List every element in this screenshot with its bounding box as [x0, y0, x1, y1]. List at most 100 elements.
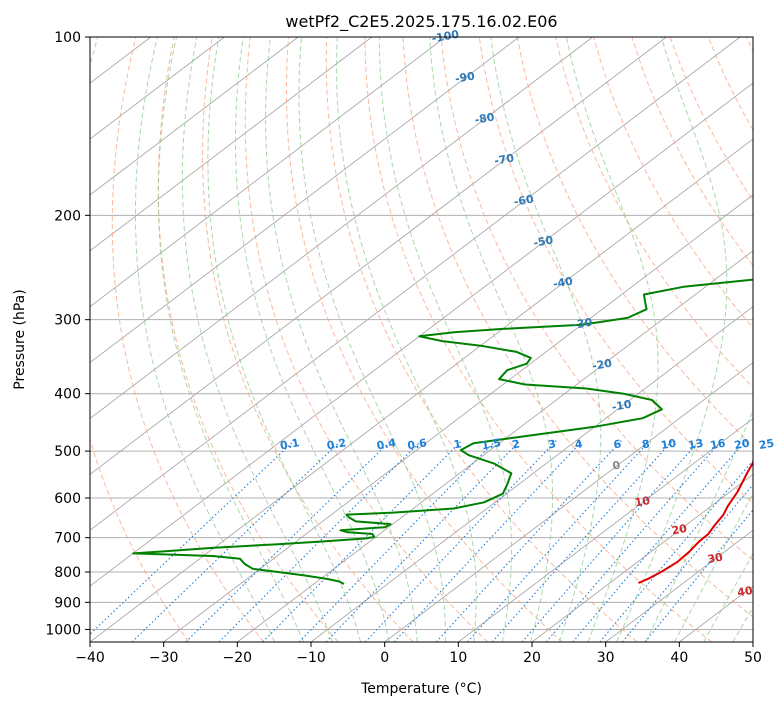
x-tick-label: −20: [223, 650, 253, 666]
x-tick-label: 20: [523, 650, 541, 666]
moist-adiabat-line: [429, 37, 553, 642]
moist-adiabat-line: [265, 37, 418, 642]
dry-adiabat-line: [201, 37, 414, 642]
isotherm-label: -100: [431, 28, 461, 46]
isotherm-line: [90, 37, 446, 308]
isotherm-label: -60: [513, 192, 535, 208]
mixing-ratio-line: [131, 440, 342, 642]
y-tick-label: 800: [54, 565, 81, 581]
mixing-ratio-label: 20: [733, 437, 751, 453]
isotherm-line: [90, 82, 753, 587]
chart-title: wetPf2_C2E5.2025.175.16.02.E06: [285, 12, 557, 32]
isotherm-label: -90: [454, 69, 476, 85]
reference-line-labels: 0.10.20.40.611.52346810131620253036-100-…: [279, 28, 775, 600]
moist-adiabat-line: [732, 606, 753, 642]
mixing-ratio-label: 0.6: [406, 436, 428, 452]
isotherm-line: [90, 37, 225, 140]
mixing-ratio-line: [521, 440, 701, 642]
mixing-ratio-line: [364, 440, 557, 642]
dry-adiabat-line: [244, 37, 488, 642]
mixing-ratio-line: [467, 440, 651, 642]
mixing-ratio-label: 3: [547, 437, 557, 451]
dry-adiabat-line: [440, 37, 753, 561]
isotherm-line: [605, 529, 753, 642]
x-axis: −40 −30 −20 −10 0 10 20 30 40 50: [75, 642, 762, 666]
isotherm-label: -80: [474, 110, 496, 126]
mixing-ratio-line: [393, 440, 584, 642]
moist-adiabat-line: [134, 37, 276, 642]
isotherm-label: -70: [493, 151, 515, 167]
moist-adiabat-line: [157, 37, 304, 642]
mixing-ratio-label: 13: [687, 437, 704, 452]
isotherm-line: [90, 37, 594, 419]
plot-frame: [89, 36, 754, 643]
mixing-ratio-line: [185, 440, 392, 642]
isotherm-label: 0: [612, 458, 622, 472]
sounding-series-line: [638, 460, 753, 584]
mixing-ratio-line: [545, 440, 723, 642]
dry-adiabat-line: [364, 37, 713, 642]
isotherm-line: [90, 37, 741, 531]
dry-adiabat-line: [516, 37, 753, 447]
mixing-ratio-label: 0.4: [376, 436, 398, 452]
y-tick-label: 900: [54, 595, 81, 611]
moist-adiabat-line: [490, 37, 602, 642]
mixing-ratio-line: [621, 483, 753, 642]
mixing-ratio-label: 0.2: [326, 436, 347, 452]
x-tick-label: 40: [670, 650, 688, 666]
y-tick-label: 700: [54, 531, 81, 547]
sounding-traces: [132, 278, 753, 585]
reference-grid: [90, 37, 753, 642]
moist-adiabat-line: [565, 37, 659, 642]
dry-adiabat-line: [631, 37, 753, 267]
dry-adiabat-line: [157, 37, 339, 642]
moist-adiabat-line: [645, 409, 753, 642]
isotherm-line: [237, 250, 753, 642]
isotherm-line: [90, 37, 373, 252]
isotherm-line: [384, 362, 753, 642]
x-tick-label: −40: [75, 650, 105, 666]
moist-adiabat-line: [207, 37, 362, 642]
x-axis-label: Temperature (°C): [360, 681, 482, 697]
isotherm-label: -40: [552, 274, 574, 290]
dry-adiabat-line: [478, 37, 753, 505]
isotherm-label: -10: [611, 398, 633, 414]
moist-adiabat-line: [298, 37, 447, 642]
mixing-ratio-line: [599, 459, 753, 642]
isotherm-line: [90, 37, 299, 196]
moist-adiabat-line: [181, 37, 333, 642]
isotherm-label: 40: [736, 584, 754, 600]
isotherm-line: [90, 37, 520, 364]
mixing-ratio-label: 1: [453, 437, 463, 451]
y-tick-label: 300: [54, 313, 81, 329]
isotherm-line: [458, 417, 753, 642]
mixing-ratio-line: [325, 440, 521, 642]
isotherm-label: 20: [671, 522, 689, 538]
dry-adiabat-line: [111, 37, 264, 642]
dry-adiabat-line: [745, 37, 753, 53]
mixing-ratio-line: [435, 440, 622, 642]
isotherm-line: [163, 194, 753, 642]
mixing-ratio-label: 16: [709, 437, 727, 453]
moist-adiabat-line: [235, 37, 390, 642]
mixing-ratio-line: [262, 440, 463, 642]
dry-adiabat-line: [555, 37, 753, 389]
y-axis-label: Pressure (hPa): [12, 289, 28, 389]
y-tick-label: 1000: [45, 622, 81, 638]
moist-adiabat-line: [336, 37, 477, 642]
mixing-ratio-label: 25: [758, 437, 775, 452]
x-tick-label: 0: [380, 650, 389, 666]
isotherm-line: [531, 473, 753, 642]
dry-adiabat-line: [285, 37, 563, 642]
isotherm-label: 30: [707, 551, 725, 567]
x-tick-label: 30: [597, 650, 615, 666]
mixing-ratio-line: [644, 509, 753, 642]
dry-adiabat-line: [593, 37, 753, 329]
x-tick-label: −10: [296, 650, 326, 666]
y-tick-label: 400: [54, 387, 81, 403]
mixing-ratio-label: 8: [641, 437, 651, 451]
mixing-ratio-line: [90, 440, 295, 635]
x-tick-label: −30: [149, 650, 179, 666]
y-tick-label: 100: [54, 30, 81, 46]
